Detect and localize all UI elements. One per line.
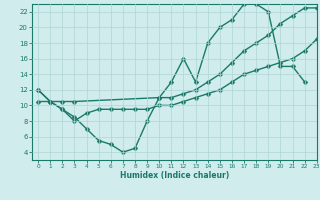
X-axis label: Humidex (Indice chaleur): Humidex (Indice chaleur) [120, 171, 229, 180]
